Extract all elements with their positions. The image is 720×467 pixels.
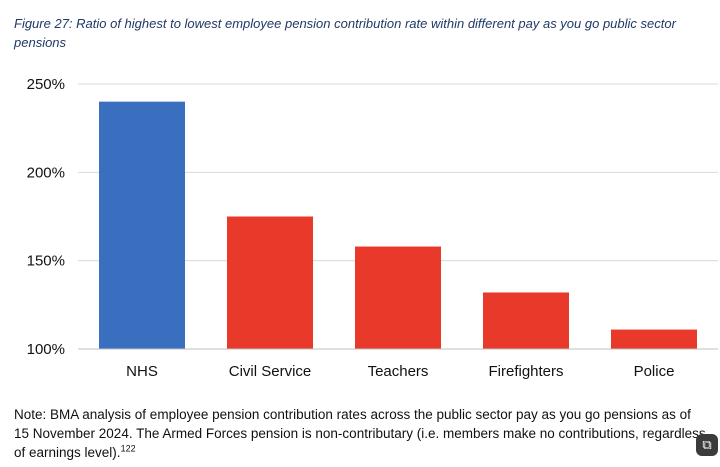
bar-nhs (99, 101, 185, 349)
x-tick-label: Civil Service (229, 363, 312, 380)
chart-note: Note: BMA analysis of employee pension c… (14, 405, 706, 462)
figure-caption: Figure 27: Ratio of highest to lowest em… (14, 16, 676, 50)
x-axis-labels: NHS Civil Service Teachers Firefighters Poli… (126, 363, 674, 380)
note-text: Note: BMA analysis of employee pension c… (14, 407, 706, 460)
image-search-icon: ⧉ (702, 437, 712, 453)
corner-action-button[interactable]: ⧉ (696, 434, 718, 456)
y-tick-label: 100% (27, 341, 65, 358)
bar-police (611, 329, 697, 349)
x-tick-label: Firefighters (488, 363, 563, 380)
bar-teachers (355, 246, 441, 349)
x-tick-label: NHS (126, 363, 158, 380)
note-reference: 122 (120, 443, 136, 454)
x-tick-label: Police (634, 363, 675, 380)
y-tick-label: 200% (27, 164, 65, 181)
y-tick-label: 250% (27, 76, 65, 93)
x-tick-label: Teachers (368, 363, 429, 380)
bar-civil-service (227, 216, 313, 349)
bars (99, 101, 697, 349)
bar-chart: 100% 150% 200% 250% NHS Civil Service Teacher… (27, 76, 718, 380)
y-axis-ticks: 100% 150% 200% 250% (27, 76, 65, 358)
y-tick-label: 150% (27, 253, 65, 270)
bar-firefighters (483, 292, 569, 349)
